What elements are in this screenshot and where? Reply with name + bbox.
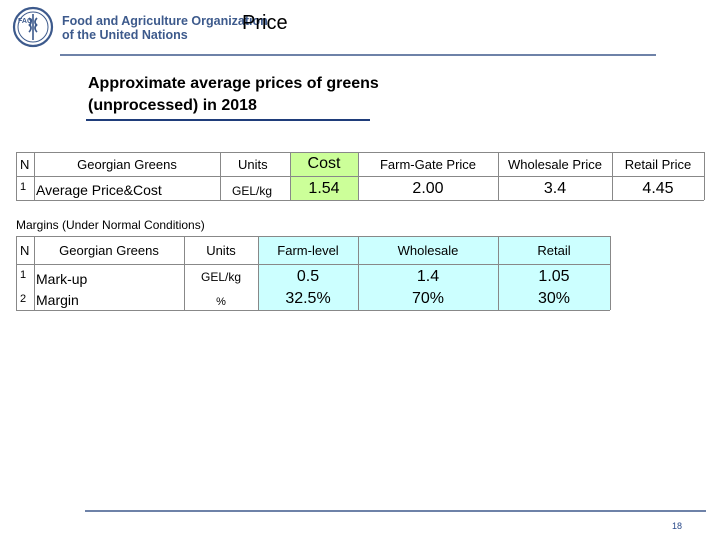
table-border	[358, 236, 359, 310]
table-border	[16, 310, 610, 311]
table-border	[16, 176, 704, 177]
page-title: Price	[242, 12, 288, 34]
row-number: 1	[20, 181, 27, 193]
table-border	[34, 152, 35, 200]
table-border	[704, 152, 705, 200]
header-georgian-greens: Georgian Greens	[77, 157, 177, 172]
table-border	[16, 152, 704, 153]
bottom-divider	[85, 510, 706, 512]
farm-level-column-bg	[258, 236, 358, 310]
table-border	[498, 236, 499, 310]
margins-header-n: N	[20, 243, 30, 258]
table-border	[258, 236, 259, 310]
margins-row-retail: 30%	[537, 290, 571, 307]
top-divider	[60, 54, 656, 56]
margins-row-wholesale: 1.4	[416, 268, 440, 285]
header-wholesale-price: Wholesale Price	[508, 157, 602, 172]
header-farm-gate-price: Farm-Gate Price	[379, 157, 477, 172]
row-units: GEL/kg	[232, 184, 273, 198]
section-heading: Approximate average prices of greens (un…	[88, 73, 379, 117]
margins-header-georgian-greens: Georgian Greens	[59, 243, 159, 258]
table-border	[16, 264, 610, 265]
table-border	[612, 152, 613, 200]
heading-line1: Approximate average prices of greens	[88, 75, 379, 92]
page-number: 18	[672, 521, 683, 531]
margins-title: Margins (Under Normal Conditions)	[16, 218, 205, 232]
margins-row-wholesale: 70%	[411, 290, 445, 307]
margins-row-retail: 1.05	[538, 268, 570, 285]
table-border	[290, 152, 291, 200]
row-cost: 1.54	[308, 180, 340, 197]
header-n: N	[20, 157, 30, 172]
row-item: Average Price&Cost	[36, 182, 162, 198]
margins-row-number: 2	[20, 293, 27, 305]
table-border	[16, 152, 17, 200]
table-border	[358, 152, 359, 200]
table-border	[184, 236, 185, 310]
svg-text:FAO: FAO	[18, 18, 33, 25]
table-border	[220, 152, 221, 200]
table-border	[498, 152, 499, 200]
margins-row-units: GEL/kg	[200, 270, 242, 284]
margins-row-farm-level: 32.5%	[285, 290, 331, 307]
fao-logo: FAO	[12, 6, 232, 48]
org-name-line1: Food and Agriculture Organization	[62, 14, 268, 28]
header-units: Units	[238, 157, 268, 172]
row-farm-gate: 2.00	[412, 180, 444, 197]
table-border	[16, 236, 610, 237]
org-name-line2: of the United Nations	[62, 28, 188, 42]
margins-row-item: Margin	[36, 292, 79, 308]
margins-row-number: 1	[20, 269, 27, 281]
margins-row-units: %	[216, 296, 226, 308]
fao-emblem-icon: FAO	[12, 6, 54, 48]
margins-header-wholesale: Wholesale	[397, 243, 459, 258]
margins-header-units: Units	[206, 243, 236, 258]
margins-header-retail: Retail	[537, 243, 571, 258]
header-cost: Cost	[307, 155, 341, 172]
margins-row-item: Mark-up	[36, 271, 88, 287]
margins-header-farm-level: Farm-level	[277, 243, 339, 258]
heading-line2: (unprocessed) in 2018	[88, 97, 257, 114]
row-wholesale: 3.4	[543, 180, 567, 197]
table-border	[610, 236, 611, 310]
row-retail: 4.45	[642, 180, 674, 197]
heading-underline	[86, 119, 370, 121]
table-border	[16, 236, 17, 310]
wholesale-column-bg	[358, 236, 498, 310]
organization-name: Food and Agriculture Organization of the…	[62, 14, 268, 42]
header-retail-price: Retail Price	[624, 157, 692, 172]
table-border	[34, 236, 35, 310]
margins-row-farm-level: 0.5	[296, 268, 320, 285]
table-border	[16, 200, 704, 201]
retail-column-bg	[498, 236, 610, 310]
